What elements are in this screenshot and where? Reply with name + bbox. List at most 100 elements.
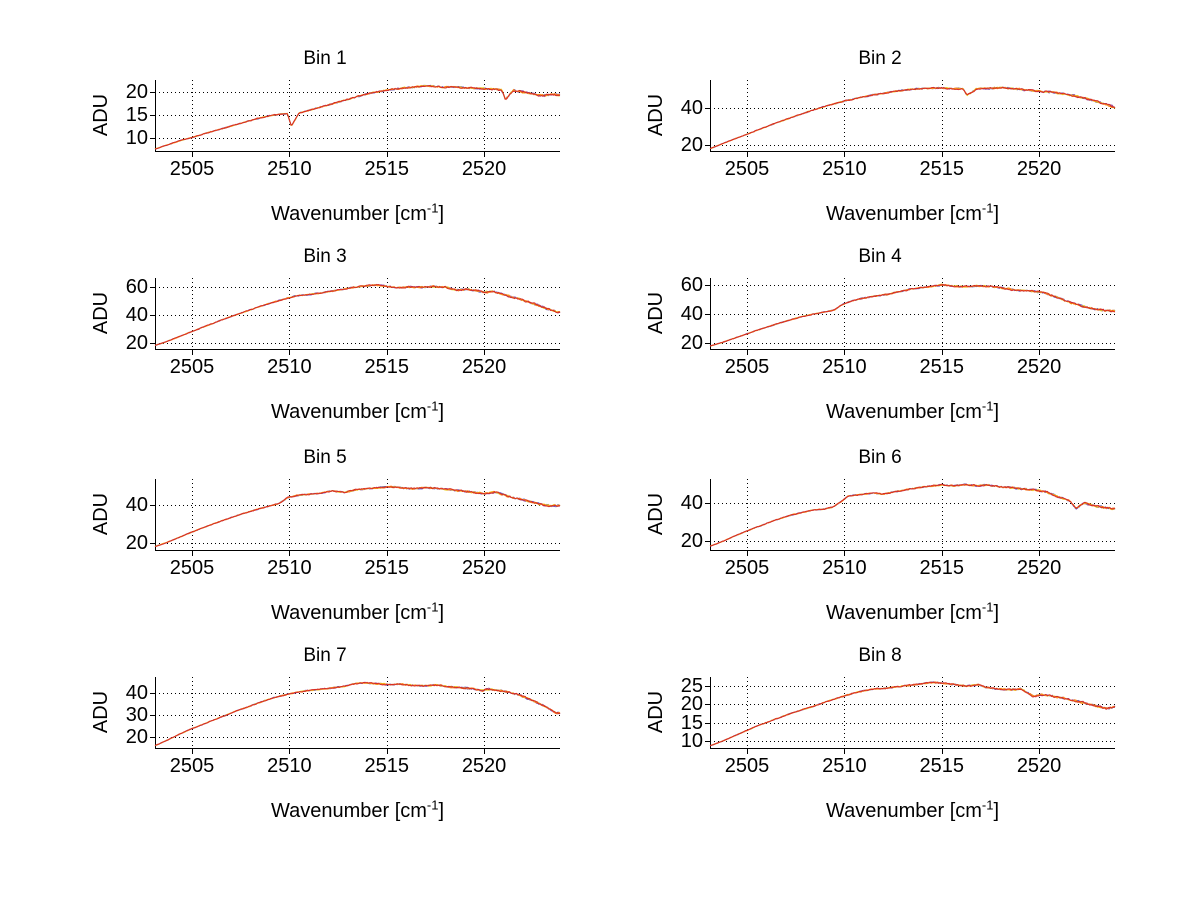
x-tick-mark (484, 349, 486, 355)
plot-axes: 10 15 20 25 2505 2510 2515 2520 (681, 676, 1116, 776)
x-tick-label: 2515 (364, 755, 409, 777)
gridline-horizontal (155, 505, 560, 507)
gridline-horizontal (710, 343, 1115, 345)
y-axis-line (710, 677, 711, 748)
x-tick-mark (746, 349, 748, 355)
x-tick-mark (746, 550, 748, 556)
x-axis-label-text: Wavenumber [cm (825, 401, 982, 423)
y-axis-label: ADU (645, 690, 667, 733)
x-tick-mark (844, 151, 846, 157)
data-traces (154, 283, 561, 346)
y-tick-label: 20 (680, 332, 703, 355)
x-tick-label: 2505 (724, 356, 770, 378)
x-tick-mark (844, 349, 846, 355)
gridline-vertical (191, 278, 193, 349)
y-tick-label: 40 (680, 492, 703, 515)
y-tick-mark (150, 736, 155, 738)
x-tick-label: 2505 (724, 755, 770, 777)
x-axis-label-bracket: ] (993, 602, 1000, 624)
gridline-horizontal (155, 343, 560, 345)
spectrum-trace (709, 86, 1116, 150)
y-tick-label: 60 (680, 274, 703, 297)
x-tick-mark (289, 349, 291, 355)
gridline-horizontal (710, 704, 1115, 706)
spectrum-trace (709, 86, 1116, 150)
x-tick-mark (1039, 151, 1041, 157)
x-axis-label-text: Wavenumber [cm (825, 602, 982, 624)
x-tick-label: 2520 (1016, 557, 1062, 579)
x-tick-label: 2505 (169, 557, 215, 579)
y-axis-label: ADU (90, 93, 112, 136)
y-axis-line (710, 80, 711, 151)
y-tick-mark (705, 108, 710, 110)
spectrum-trace (709, 283, 1116, 347)
x-tick-label: 2515 (919, 356, 964, 378)
panel-title: Bin 7 (303, 645, 347, 666)
x-axis-label-exponent: -1 (981, 797, 994, 813)
gridline-horizontal (155, 714, 560, 716)
x-axis-line (155, 151, 560, 152)
plot-axes: 20 30 40 2505 2510 2515 2520 (126, 677, 561, 776)
data-traces (154, 681, 561, 747)
panel-title: Bin 2 (858, 48, 902, 69)
gridline-vertical (844, 479, 846, 550)
panel-title: Bin 3 (303, 246, 347, 267)
y-tick-label: 20 (125, 531, 148, 554)
y-tick-label: 20 (125, 332, 148, 355)
x-tick-label: 2515 (919, 557, 964, 579)
chart-panel: Bin 3 20 40 60 2505 2510 2515 2520 ADU Wavenumber… (45, 246, 605, 471)
x-tick-label: 2510 (267, 158, 312, 180)
spectrum-trace (709, 681, 1116, 747)
spectrum-trace (709, 284, 1116, 347)
gridline-vertical (844, 80, 846, 151)
spectrum-trace (154, 85, 561, 150)
data-traces (154, 485, 561, 547)
y-tick-mark (705, 686, 710, 688)
x-tick-mark (844, 550, 846, 556)
gridline-vertical (484, 80, 486, 151)
x-axis-line (155, 748, 560, 749)
y-axis-line (155, 479, 156, 550)
x-axis-label-bracket: ] (438, 602, 445, 624)
y-tick-mark (150, 91, 155, 93)
spectrum-trace (154, 84, 561, 150)
gridline-vertical (1039, 479, 1041, 550)
gridline-vertical (1039, 677, 1041, 748)
x-axis-label-bracket: ] (993, 203, 1000, 225)
x-tick-mark (191, 748, 193, 754)
gridline-vertical (289, 80, 291, 151)
spectrum-trace (709, 283, 1116, 347)
y-tick-label: 40 (680, 97, 703, 120)
y-axis-line (710, 479, 711, 550)
spectrum-trace (709, 86, 1116, 150)
y-tick-label: 15 (125, 104, 148, 127)
y-tick-label: 40 (125, 681, 148, 704)
gridline-vertical (484, 278, 486, 349)
data-traces (709, 283, 1116, 347)
spectrum-trace (154, 486, 561, 547)
y-tick-label: 30 (125, 703, 148, 726)
panel-title: Bin 5 (303, 447, 347, 468)
y-tick-mark (705, 343, 710, 345)
gridline-vertical (289, 677, 291, 748)
x-tick-label: 2520 (1016, 158, 1062, 180)
y-tick-label: 20 (680, 134, 703, 157)
x-tick-mark (746, 748, 748, 754)
spectrum-trace (709, 483, 1116, 547)
y-tick-mark (150, 542, 155, 544)
gridline-vertical (386, 479, 388, 550)
x-axis-label-text: Wavenumber [cm (270, 203, 427, 225)
x-tick-label: 2520 (461, 755, 507, 777)
chart-panel: Bin 8 10 15 20 25 2505 2510 2515 2520 ADU Wavenumb… (600, 645, 1160, 870)
spectrum-trace (709, 483, 1116, 547)
y-tick-mark (150, 314, 155, 316)
x-tick-label: 2505 (169, 158, 215, 180)
x-tick-mark (191, 349, 193, 355)
x-tick-mark (386, 550, 388, 556)
y-tick-label: 20 (680, 693, 703, 716)
x-axis-label-text: Wavenumber [cm (825, 203, 982, 225)
y-tick-mark (150, 286, 155, 288)
x-axis-label: Wavenumber [cm-1] (155, 798, 560, 822)
y-tick-label: 20 (125, 725, 148, 748)
spectrum-trace (709, 681, 1116, 747)
